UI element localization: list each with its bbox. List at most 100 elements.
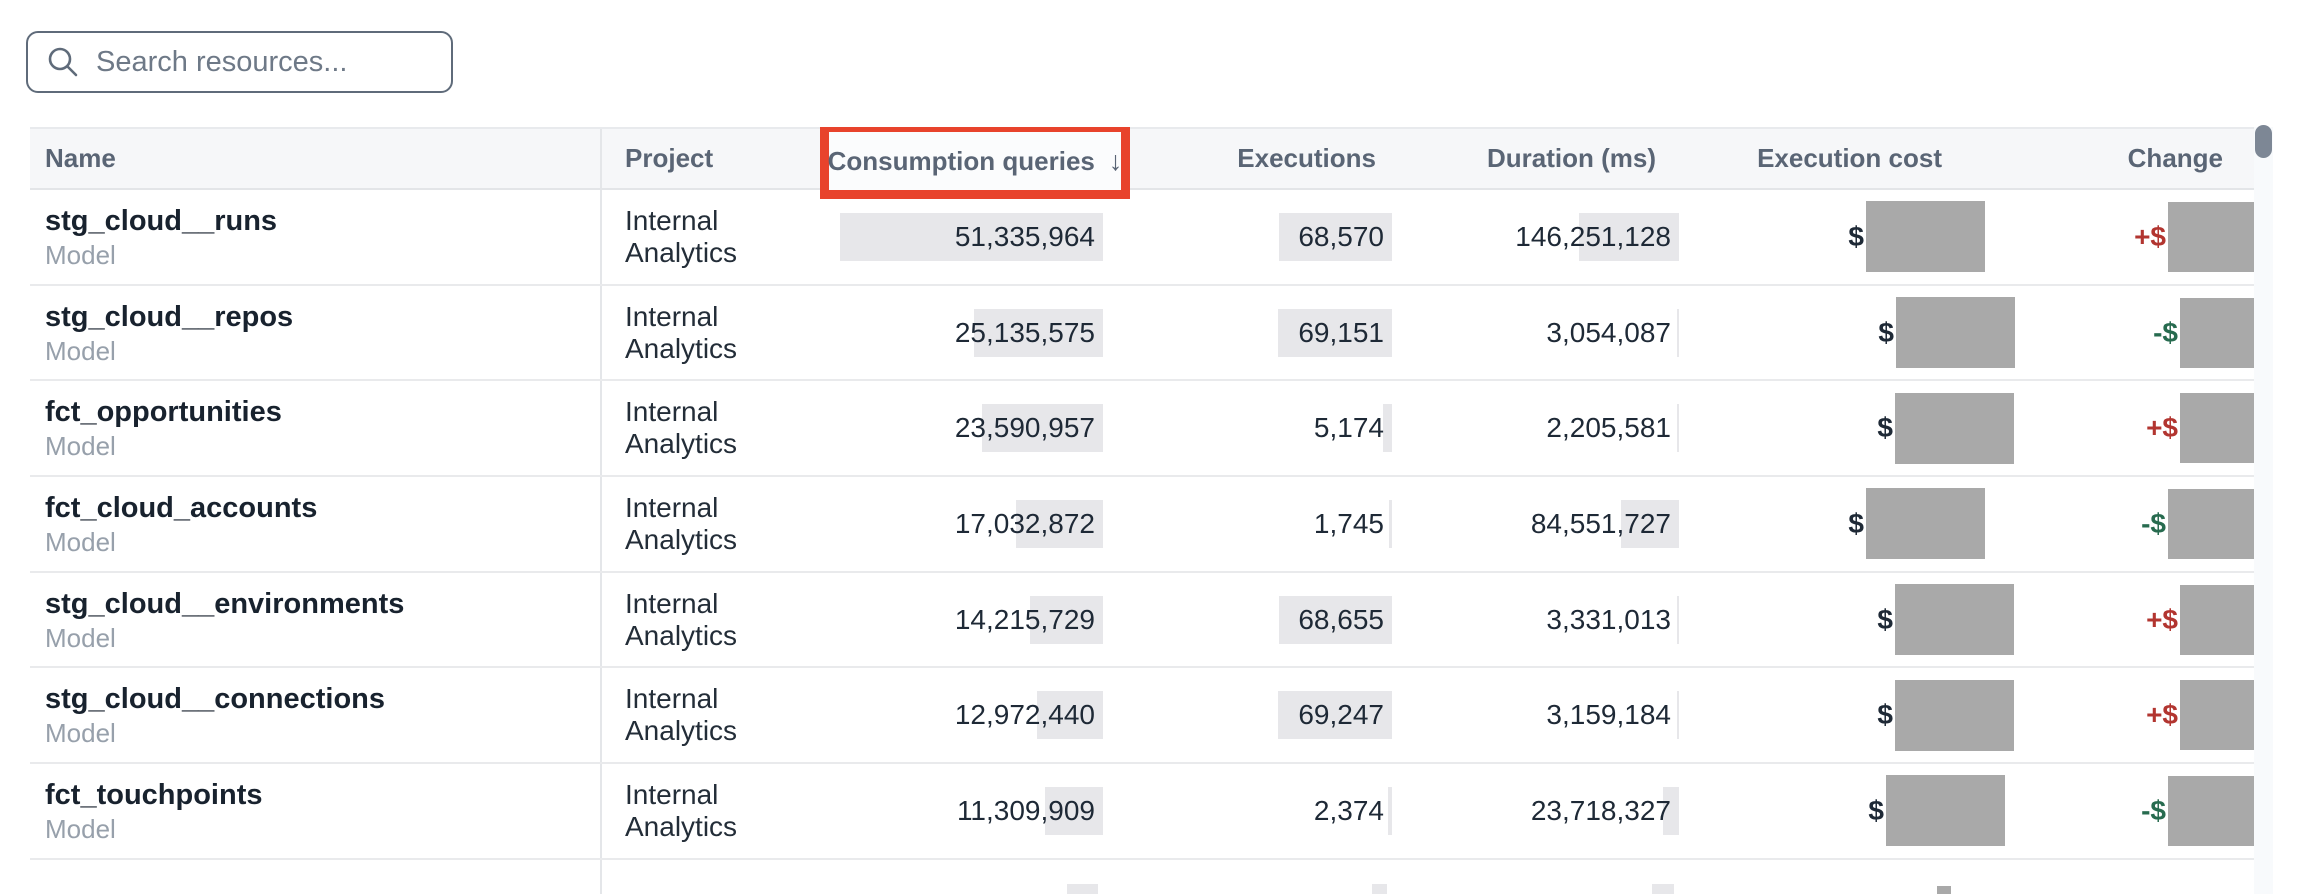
project-name: Internal Analytics	[625, 778, 738, 842]
change-sign: +$	[2146, 603, 2178, 635]
change-redaction-box	[2168, 201, 2254, 272]
resource-type: Model	[45, 239, 116, 270]
resource-type: Model	[45, 718, 116, 749]
column-header-name[interactable]: Name	[45, 143, 116, 173]
cost-currency-prefix: $	[1848, 507, 1864, 539]
column-header-change[interactable]: Change	[2127, 143, 2223, 173]
cost-redaction-box	[1866, 201, 1985, 273]
duration-value-bar	[1579, 212, 1679, 261]
resource-name[interactable]: stg_cloud__repos	[45, 300, 294, 333]
duration-value: 23,718,327	[1530, 794, 1671, 826]
table-row[interactable]: stg_cloud__environments Model Internal A…	[30, 572, 2254, 669]
executions-value: 5,174	[1313, 412, 1384, 444]
queries-value: 11,309,909	[956, 794, 1095, 826]
table-row[interactable]: stg_cloud__runs Model Internal Analytics…	[30, 190, 2254, 286]
sorted-column-label[interactable]: Consumption queries	[827, 145, 1095, 176]
table-row[interactable]: fct_touchpoints Model Internal Analytics…	[30, 764, 2254, 860]
executions-value: 69,151	[1298, 316, 1384, 348]
cost-currency-prefix: $	[1877, 603, 1893, 635]
change-redaction-box	[2180, 584, 2254, 655]
change-redaction-box	[2180, 393, 2254, 464]
change-redaction-box	[2168, 775, 2254, 846]
resource-name[interactable]: stg_cloud__runs	[45, 204, 278, 237]
cost-redaction-peek	[1937, 885, 1951, 894]
duration-value-bar	[1663, 786, 1679, 835]
cost-currency-prefix: $	[1877, 412, 1893, 444]
project-name: Internal Analytics	[625, 396, 738, 460]
queries-value: 25,135,575	[954, 316, 1095, 348]
table-header-row: Name Project Executions Duration (ms) Ex…	[30, 127, 2254, 199]
red-annotation-box: Consumption queries ↓	[820, 127, 1130, 199]
duration-value: 3,331,013	[1546, 603, 1671, 635]
duration-value: 146,251,128	[1515, 220, 1671, 252]
value-bar-peek	[1067, 883, 1098, 894]
column-header-project[interactable]: Project	[600, 129, 810, 188]
resource-type: Model	[45, 335, 116, 366]
table-row-partial[interactable]: fct_salesforce_goals	[30, 859, 2254, 894]
table-row[interactable]: stg_cloud__connections Model Internal An…	[30, 668, 2254, 765]
executions-value: 69,247	[1298, 699, 1384, 731]
change-sign: -$	[2141, 507, 2166, 539]
executions-value-bar	[1388, 786, 1392, 835]
resource-name[interactable]: fct_touchpoints	[45, 778, 263, 811]
queries-value: 14,215,729	[954, 603, 1095, 635]
executions-value-bar	[1383, 404, 1392, 453]
queries-value: 17,032,872	[954, 507, 1095, 539]
queries-value-bar	[982, 404, 1103, 453]
resource-name[interactable]: stg_cloud__environments	[45, 587, 405, 620]
cost-currency-prefix: $	[1877, 699, 1893, 731]
value-bar-peek	[1372, 883, 1387, 894]
duration-value-bar	[1677, 595, 1679, 644]
cost-currency-prefix: $	[1878, 316, 1894, 348]
queries-value-bar	[1037, 691, 1103, 740]
change-sign: +$	[2146, 699, 2178, 731]
value-bar-peek	[1652, 883, 1674, 894]
cost-redaction-box	[1895, 679, 2014, 751]
queries-value: 51,335,964	[954, 220, 1095, 252]
project-name: Internal Analytics	[625, 587, 738, 651]
column-header-cost[interactable]: Execution cost	[1757, 143, 1942, 173]
resource-type: Model	[45, 526, 116, 557]
resource-type: Model	[45, 431, 116, 462]
duration-value: 3,054,087	[1546, 316, 1671, 348]
queries-value-bar	[840, 212, 1103, 261]
executions-value-bar	[1278, 691, 1392, 740]
table-row[interactable]: fct_opportunities Model Internal Analyti…	[30, 381, 2254, 478]
cost-redaction-box	[1886, 775, 2005, 847]
duration-value: 3,159,184	[1546, 699, 1671, 731]
cost-redaction-box	[1895, 584, 2014, 656]
scrollbar-thumb[interactable]	[2255, 125, 2272, 158]
column-header-executions[interactable]: Executions	[1237, 143, 1376, 173]
executions-value-bar	[1279, 212, 1392, 261]
column-header-duration[interactable]: Duration (ms)	[1487, 143, 1656, 173]
cost-currency-prefix: $	[1868, 794, 1884, 826]
executions-value-bar	[1279, 595, 1392, 644]
resource-name[interactable]: fct_salesforce_goals	[45, 891, 332, 894]
resource-name[interactable]: fct_opportunities	[45, 396, 282, 429]
table-row[interactable]: fct_cloud_accounts Model Internal Analyt…	[30, 477, 2254, 573]
change-redaction-box	[2180, 680, 2254, 751]
duration-value-bar	[1677, 404, 1679, 453]
resource-name[interactable]: stg_cloud__connections	[45, 683, 386, 716]
project-name: Internal Analytics	[625, 683, 738, 747]
change-sign: +$	[2134, 220, 2166, 252]
queries-value-bar	[974, 308, 1103, 357]
resource-name[interactable]: fct_cloud_accounts	[45, 491, 318, 524]
search-box[interactable]	[26, 31, 473, 93]
scrollbar-track[interactable]	[2254, 127, 2273, 894]
change-redaction-box	[2180, 297, 2254, 368]
project-name: Internal Analytics	[625, 204, 738, 268]
search-input[interactable]	[96, 45, 473, 79]
table-body: stg_cloud__runs Model Internal Analytics…	[30, 190, 2254, 894]
sort-descending-icon[interactable]: ↓	[1108, 145, 1123, 176]
executions-value-bar	[1278, 308, 1392, 357]
queries-value-bar	[1016, 499, 1103, 548]
queries-value: 23,590,957	[954, 412, 1095, 444]
cost-currency-prefix: $	[1848, 220, 1864, 252]
resource-type: Model	[45, 622, 116, 653]
queries-value: 12,972,440	[954, 699, 1095, 731]
cost-redaction-box	[1866, 488, 1985, 560]
change-sign: -$	[2153, 316, 2178, 348]
table-row[interactable]: stg_cloud__repos Model Internal Analytic…	[30, 285, 2254, 382]
